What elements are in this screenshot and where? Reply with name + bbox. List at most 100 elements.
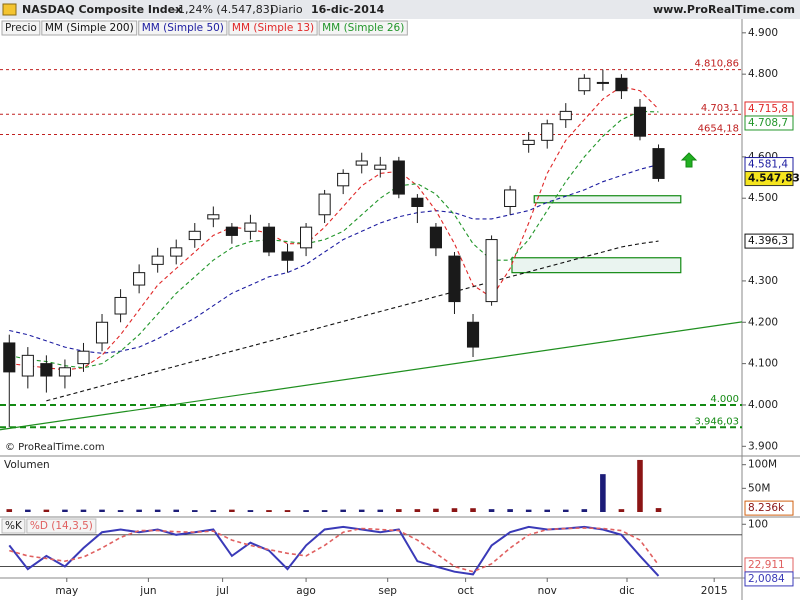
candle-body (114, 296, 127, 315)
x-tick-label: 2015 (701, 585, 728, 597)
legend-box (1, 20, 41, 36)
volume-bar (62, 509, 68, 512)
volume-bar (488, 509, 495, 512)
candle-body (207, 214, 220, 220)
legend-label: %K (5, 520, 23, 532)
candle-body (281, 251, 294, 261)
legend-box (318, 20, 408, 36)
volume-bar (470, 508, 476, 512)
candle-body (318, 193, 331, 216)
volume-bar (136, 509, 142, 512)
candle-body (225, 226, 238, 236)
x-tick-label: nov (538, 585, 557, 597)
volume-bar (525, 509, 532, 512)
volume-bar (358, 509, 365, 512)
legend-label: %D (14,3,5) (30, 520, 93, 532)
legend-label: MM (Simple 50) (142, 22, 224, 34)
candle-body (262, 226, 276, 253)
volume-bar (173, 509, 180, 512)
volume-bar (637, 459, 643, 512)
volume-bar (117, 510, 124, 512)
series-line (9, 110, 659, 369)
y-tick-label: 4.800 (748, 68, 778, 80)
volume-bar (562, 509, 569, 512)
candle-body (337, 172, 350, 187)
candle-body (374, 164, 387, 170)
value-box-label: 8.236k (748, 502, 785, 514)
trendline (0, 321, 743, 431)
legend-label: Precio (5, 22, 37, 34)
legend-label: MM (Simple 13) (232, 22, 314, 34)
value-box-label: 22,911 (748, 559, 785, 571)
value-box-label: 4.708,7 (748, 117, 788, 129)
value-box-label: 2,0084 (748, 573, 785, 585)
candle-body (578, 77, 591, 92)
candle-body (541, 123, 554, 141)
header-period: Diario (270, 3, 303, 16)
header-date: 16-dic-2014 (311, 3, 385, 16)
panel-title: Volumen (4, 459, 50, 471)
level-label: 4654,18 (698, 123, 739, 134)
volume-bar (655, 508, 662, 512)
watermark: © ProRealTime.com (5, 442, 105, 453)
x-tick-label: sep (378, 585, 397, 597)
x-tick-label: ago (296, 585, 316, 597)
volume-bar (377, 509, 384, 512)
volume-bar (600, 474, 606, 512)
volume-bar (451, 508, 458, 512)
value-box-label: 4.715,8 (748, 103, 788, 115)
x-tick-label: may (55, 585, 78, 597)
candle-body (188, 230, 201, 241)
x-tick-label: jul (215, 585, 229, 597)
value-box: 4.708,7 (744, 115, 794, 131)
header-bar (0, 0, 800, 19)
volume-bar (340, 509, 346, 512)
y-tick-label: 4.200 (748, 316, 778, 328)
legend: Precio MM (Simple 200) MM (Simple 50) MM (S… (1, 20, 408, 36)
volume-bar (396, 509, 402, 512)
legend-box (41, 20, 138, 36)
volume-bar (284, 510, 291, 512)
up-arrow-icon (680, 152, 698, 168)
volume-bar (321, 510, 328, 512)
level-label: 3.946,03 (694, 416, 739, 427)
candle-body (522, 139, 535, 145)
value-box-label: 4.396,3 (748, 235, 788, 247)
value-box: 4.581,4 (744, 157, 794, 173)
volume-bar (581, 509, 588, 512)
candle-body (151, 255, 164, 265)
value-box-frame (744, 500, 794, 516)
support-zone (533, 195, 682, 204)
value-box-frame (744, 571, 794, 587)
value-box-frame (744, 233, 794, 249)
candle-body (77, 350, 90, 365)
header-site: www.ProRealTime.com (653, 3, 795, 16)
candle-body (504, 189, 517, 207)
value-box: 2,0084 (744, 571, 794, 587)
volume-bar (433, 508, 439, 512)
y-tick-label: 4.900 (748, 27, 778, 39)
candle-body (355, 160, 368, 166)
legend-box (1, 518, 26, 534)
header-change: -1,24% (4.547,83) (174, 3, 274, 16)
level-label: 4.810,86 (694, 59, 739, 70)
candle-body (633, 106, 647, 137)
candle-body (300, 226, 313, 249)
volume-bar (266, 510, 272, 512)
header-icon (2, 3, 17, 16)
candle-body (466, 321, 480, 348)
y-tick-label: 4.000 (748, 399, 778, 411)
legend-label: MM (Simple 26) (322, 22, 404, 34)
support-zone (511, 257, 682, 274)
legend-box (138, 20, 228, 36)
candle-body (485, 239, 498, 303)
candle-body (615, 77, 628, 92)
candle-body (392, 160, 405, 195)
legend-box (26, 518, 97, 534)
volume-bar (414, 509, 421, 512)
volume-bar (99, 509, 105, 512)
volume-bar (229, 509, 235, 512)
series-line (9, 86, 659, 371)
